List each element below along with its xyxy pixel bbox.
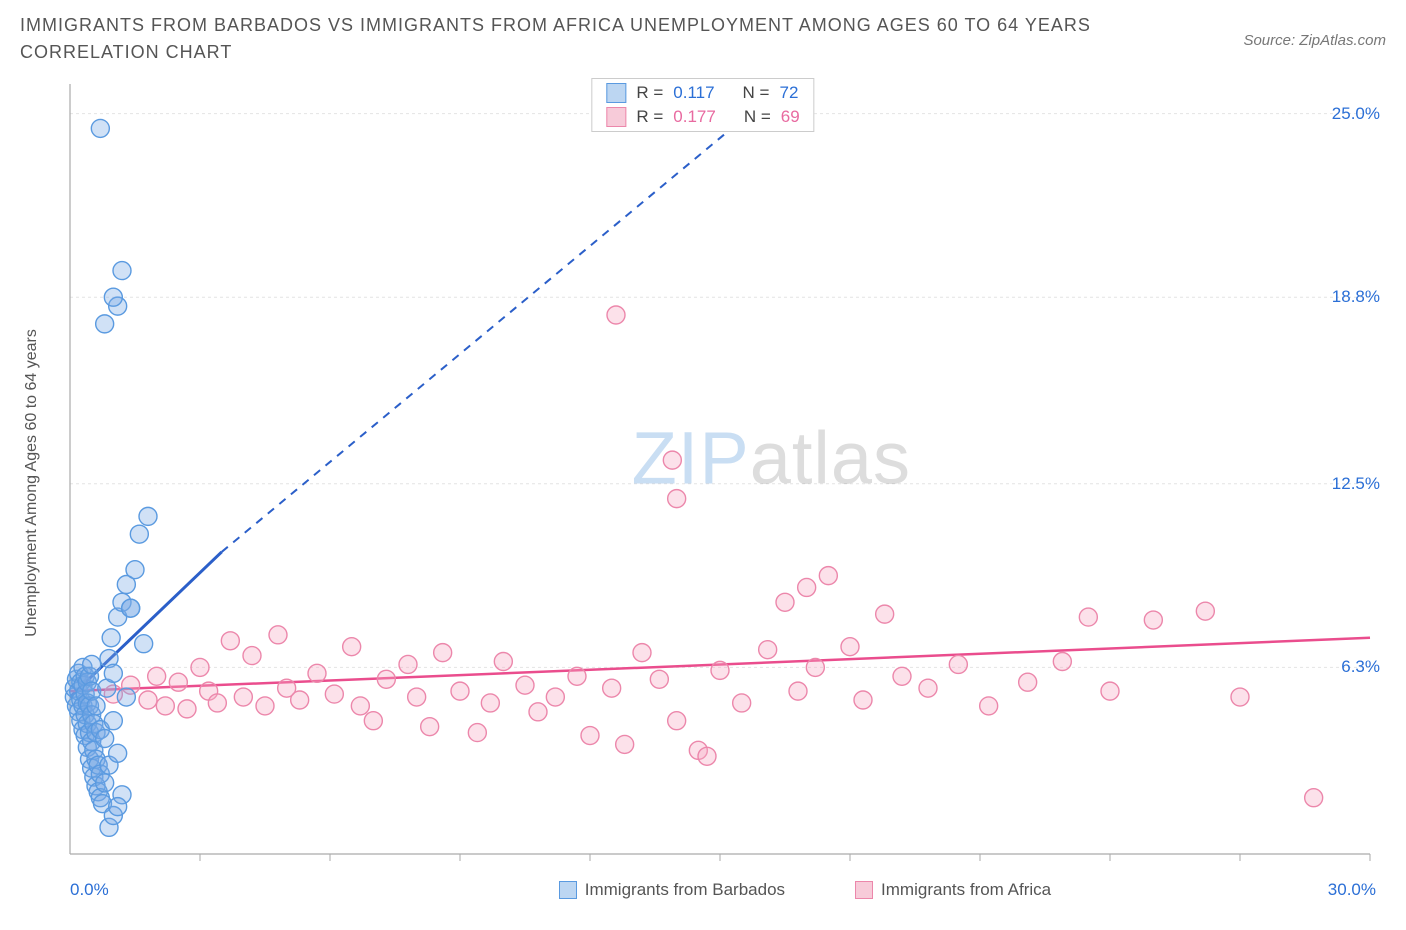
- legend-swatch-africa: [606, 107, 626, 127]
- chart-container: Unemployment Among Ages 60 to 64 years Z…: [20, 74, 1386, 874]
- scatter-plot: [60, 74, 1390, 874]
- bottom-legend-africa: Immigrants from Africa: [855, 880, 1051, 900]
- legend-row-barbados: R = 0.117 N = 72: [592, 81, 813, 105]
- y-axis-label: Unemployment Among Ages 60 to 64 years: [23, 329, 41, 637]
- x-axis-max: 30.0%: [1328, 880, 1376, 900]
- y-tick-label: 12.5%: [1332, 474, 1380, 494]
- legend-row-africa: R = 0.177 N = 69: [592, 105, 813, 129]
- swatch-icon: [559, 881, 577, 899]
- n-value-africa: 69: [781, 107, 800, 127]
- r-value-barbados: 0.117: [673, 83, 714, 103]
- r-value-africa: 0.177: [673, 107, 716, 127]
- n-label: N =: [744, 107, 771, 127]
- bottom-legend-barbados: Immigrants from Barbados: [559, 880, 785, 900]
- series-label: Immigrants from Barbados: [585, 880, 785, 900]
- r-label: R =: [636, 107, 663, 127]
- n-label: N =: [743, 83, 770, 103]
- legend-swatch-barbados: [606, 83, 626, 103]
- correlation-legend: R = 0.117 N = 72 R = 0.177 N = 69: [591, 78, 814, 132]
- series-label: Immigrants from Africa: [881, 880, 1051, 900]
- source-label: Source: ZipAtlas.com: [1243, 32, 1386, 49]
- y-tick-label: 6.3%: [1341, 657, 1380, 677]
- chart-title: IMMIGRANTS FROM BARBADOS VS IMMIGRANTS F…: [20, 12, 1120, 66]
- n-value-barbados: 72: [779, 83, 798, 103]
- swatch-icon: [855, 881, 873, 899]
- y-tick-label: 18.8%: [1332, 287, 1380, 307]
- x-axis-row: 0.0% Immigrants from Barbados Immigrants…: [70, 880, 1386, 900]
- x-axis-min: 0.0%: [70, 880, 109, 900]
- r-label: R =: [636, 83, 663, 103]
- y-tick-label: 25.0%: [1332, 104, 1380, 124]
